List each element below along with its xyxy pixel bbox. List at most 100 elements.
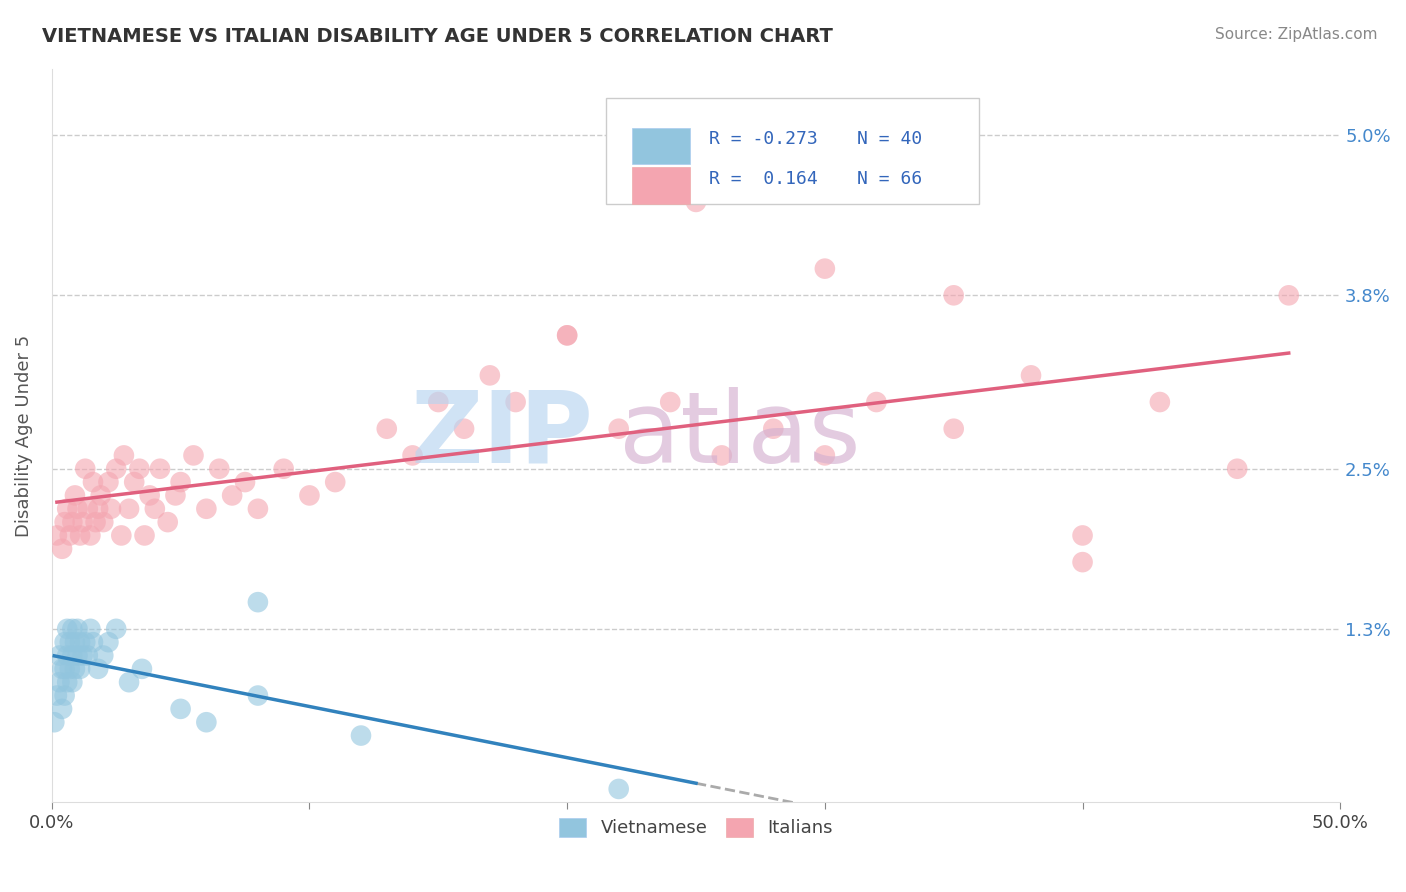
- Text: N = 40: N = 40: [858, 130, 922, 148]
- Point: [1226, 462, 1249, 476]
- Point: [350, 729, 373, 743]
- Text: R =  0.164: R = 0.164: [709, 169, 818, 188]
- Point: [169, 702, 191, 716]
- Point: [87, 662, 110, 676]
- Point: [195, 715, 218, 730]
- Point: [97, 635, 120, 649]
- Point: [710, 449, 733, 463]
- Point: [76, 648, 98, 663]
- Point: [149, 462, 172, 476]
- Point: [165, 488, 187, 502]
- Point: [105, 622, 128, 636]
- Point: [53, 515, 76, 529]
- Point: [75, 462, 97, 476]
- Point: [118, 501, 141, 516]
- Point: [87, 501, 110, 516]
- Point: [246, 689, 269, 703]
- Point: [183, 449, 205, 463]
- Point: [273, 462, 295, 476]
- Point: [59, 662, 82, 676]
- Point: [45, 528, 67, 542]
- Point: [63, 662, 86, 676]
- Point: [69, 635, 91, 649]
- Point: [44, 715, 66, 730]
- Point: [112, 449, 135, 463]
- Point: [246, 595, 269, 609]
- Point: [76, 501, 98, 516]
- Point: [942, 288, 965, 302]
- Point: [91, 648, 114, 663]
- Point: [59, 635, 82, 649]
- Point: [131, 662, 153, 676]
- Point: [233, 475, 256, 489]
- Text: R = -0.273: R = -0.273: [709, 130, 818, 148]
- Point: [79, 528, 101, 542]
- Point: [505, 395, 527, 409]
- Bar: [631, 168, 689, 204]
- Point: [128, 462, 150, 476]
- Point: [100, 501, 122, 516]
- Point: [555, 328, 578, 343]
- Point: [60, 648, 83, 663]
- Point: [1071, 555, 1094, 569]
- Point: [53, 689, 76, 703]
- Point: [75, 635, 97, 649]
- Point: [66, 501, 89, 516]
- Point: [814, 449, 837, 463]
- Point: [82, 475, 104, 489]
- Point: [53, 635, 76, 649]
- Point: [865, 395, 887, 409]
- Point: [72, 648, 94, 663]
- Point: [63, 488, 86, 502]
- FancyBboxPatch shape: [606, 98, 980, 204]
- Point: [427, 395, 450, 409]
- Point: [63, 635, 86, 649]
- Point: [134, 528, 156, 542]
- Point: [208, 462, 231, 476]
- Point: [607, 422, 630, 436]
- Point: [555, 328, 578, 343]
- Point: [59, 528, 82, 542]
- Point: [66, 622, 89, 636]
- Point: [48, 648, 70, 663]
- Point: [69, 528, 91, 542]
- Point: [53, 662, 76, 676]
- Point: [51, 541, 73, 556]
- Point: [1019, 368, 1042, 383]
- Point: [56, 622, 79, 636]
- Point: [45, 689, 67, 703]
- Point: [942, 422, 965, 436]
- Point: [72, 515, 94, 529]
- Point: [97, 475, 120, 489]
- Text: VIETNAMESE VS ITALIAN DISABILITY AGE UNDER 5 CORRELATION CHART: VIETNAMESE VS ITALIAN DISABILITY AGE UND…: [42, 27, 832, 45]
- Point: [246, 501, 269, 516]
- Point: [156, 515, 179, 529]
- Point: [762, 422, 785, 436]
- Point: [60, 515, 83, 529]
- Point: [298, 488, 321, 502]
- Point: [84, 515, 107, 529]
- Legend: Vietnamese, Italians: Vietnamese, Italians: [553, 811, 839, 845]
- Point: [401, 449, 423, 463]
- Point: [607, 781, 630, 796]
- Point: [60, 622, 83, 636]
- Text: Source: ZipAtlas.com: Source: ZipAtlas.com: [1215, 27, 1378, 42]
- Point: [1071, 528, 1094, 542]
- Point: [110, 528, 132, 542]
- Y-axis label: Disability Age Under 5: Disability Age Under 5: [15, 334, 32, 536]
- Point: [90, 488, 112, 502]
- Point: [82, 635, 104, 649]
- Point: [105, 462, 128, 476]
- Point: [323, 475, 346, 489]
- Point: [79, 622, 101, 636]
- Point: [375, 422, 398, 436]
- Point: [478, 368, 501, 383]
- Point: [66, 648, 89, 663]
- Point: [56, 501, 79, 516]
- Point: [56, 648, 79, 663]
- Point: [138, 488, 160, 502]
- Point: [91, 515, 114, 529]
- Point: [56, 675, 79, 690]
- Point: [122, 475, 145, 489]
- Point: [659, 395, 682, 409]
